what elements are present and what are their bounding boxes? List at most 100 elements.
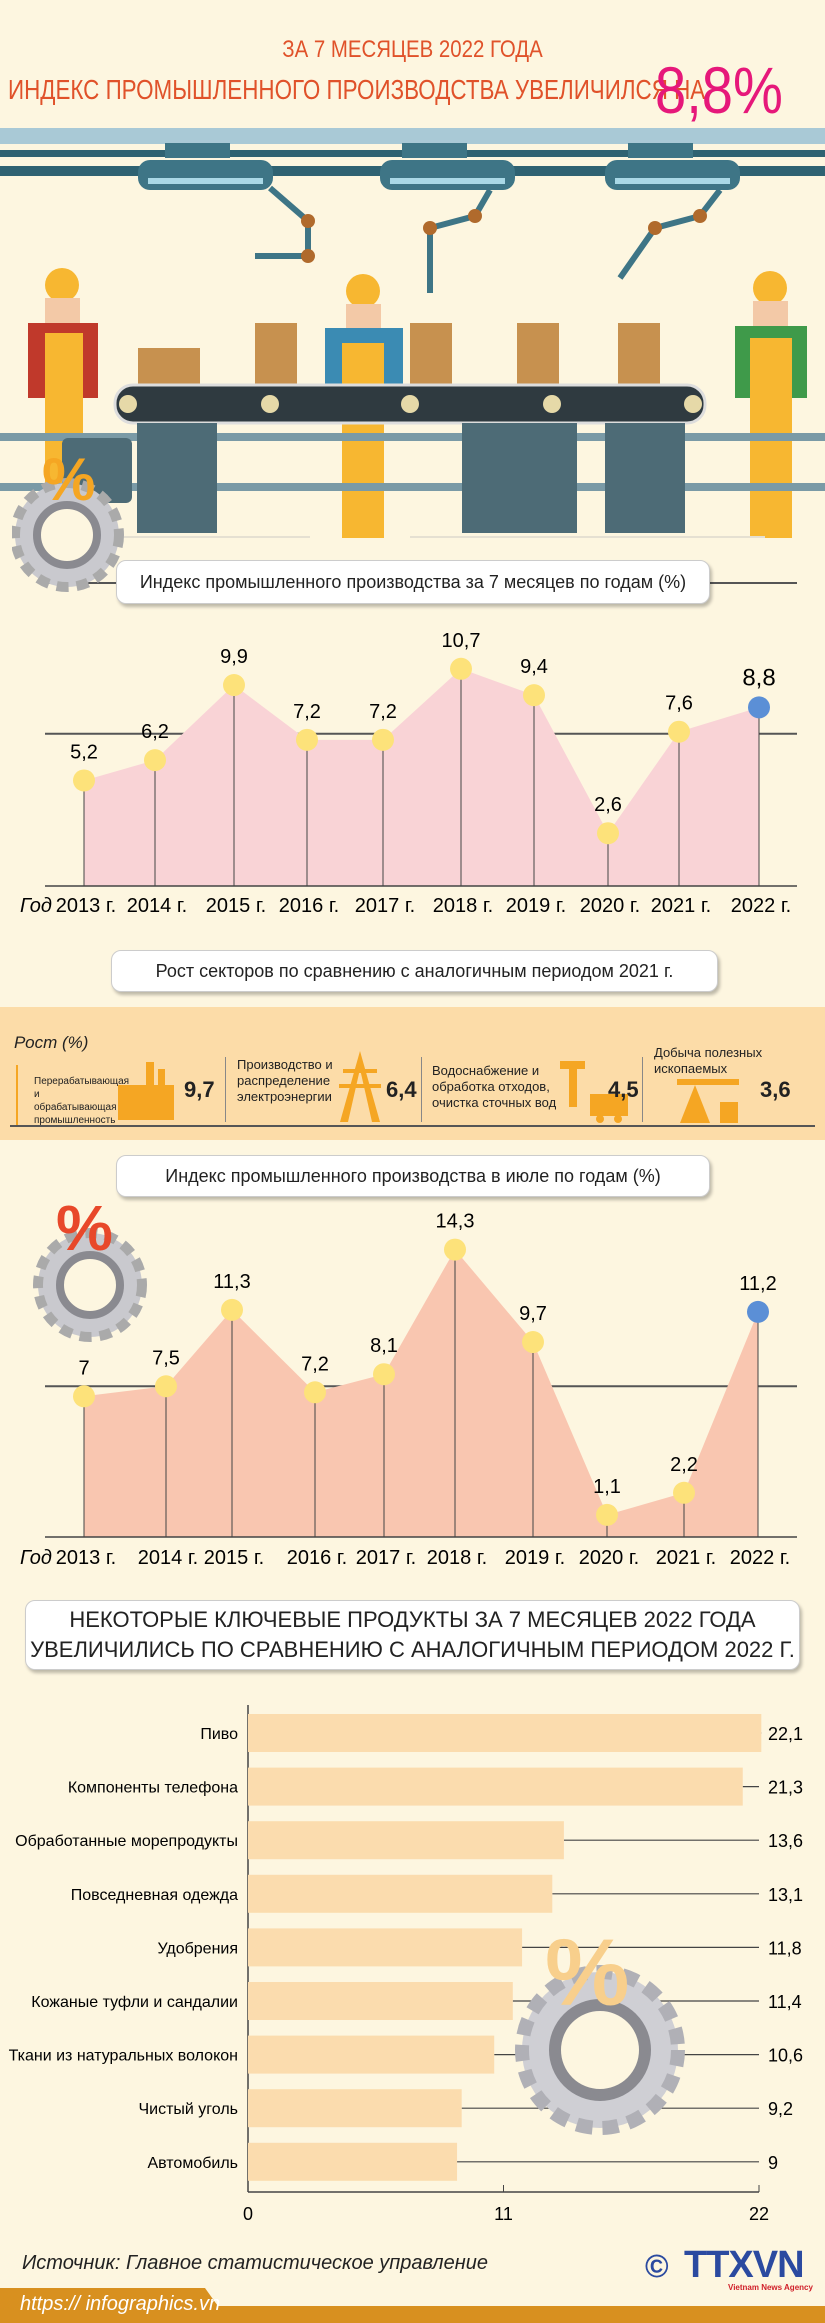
x-tick-label: 2019 г. [505, 1547, 565, 1569]
gear-percent-icon: % [33, 1192, 147, 1342]
bar-category-label: Пиво [200, 1726, 238, 1743]
copyright-icon: © [645, 2248, 669, 2284]
x-tick-label: 2018 г. [427, 1547, 487, 1569]
x-tick-label: 2022 г. [730, 1547, 790, 1569]
x-tick-label: 2018 г. [433, 895, 493, 917]
bar [248, 1874, 553, 1913]
bar [248, 2089, 462, 2128]
header-line1: ЗА 7 МЕСЯЦЕВ 2022 ГОДА [282, 36, 543, 63]
x-tick-label: 2013 г. [56, 895, 116, 917]
data-point [523, 684, 545, 707]
data-label: 9,7 [519, 1303, 547, 1325]
data-point [444, 1238, 466, 1261]
chart2-title: Индекс промышленного производства в июле… [116, 1155, 710, 1197]
bar-value-label: 13,6 [768, 1831, 803, 1851]
x-tick-label: 2019 г. [506, 895, 566, 917]
x-tick-label: 2020 г. [579, 1547, 639, 1569]
area-fill [84, 1249, 758, 1537]
data-point [522, 1331, 544, 1354]
chart1-title: Индекс промышленного производства за 7 м… [116, 560, 710, 604]
data-label: 7 [78, 1357, 89, 1379]
robot-arm-icon [138, 143, 740, 190]
data-label: 7,2 [293, 701, 321, 723]
data-point [748, 696, 770, 719]
svg-text:%: % [56, 1192, 113, 1264]
x-tick-label: 2022 г. [731, 895, 791, 917]
data-label: 7,5 [152, 1347, 180, 1369]
x-tick-label: 2017 г. [356, 1547, 416, 1569]
footer-tab [0, 2288, 230, 2323]
bar [248, 1928, 523, 1967]
data-point [73, 1385, 95, 1408]
x-tick-label: 2017 г. [355, 895, 415, 917]
ttxvn-logo: TTXVN [684, 2244, 805, 2286]
data-point [596, 1503, 618, 1526]
bar-value-label: 22,1 [768, 1724, 803, 1744]
sector-label: Водоснабжение и обработка отходов, очист… [432, 1063, 557, 1110]
bar-value-label: 11,8 [768, 1938, 802, 1958]
data-label: 9,9 [220, 646, 248, 668]
data-point [372, 728, 394, 751]
bar-category-label: Удобрения [157, 1940, 238, 1957]
bar-category-label: Кожаные туфли и сандалии [31, 1994, 238, 2011]
bar-chart-title-line1: НЕКОТОРЫЕ КЛЮЧЕВЫЕ ПРОДУКТЫ ЗА 7 МЕСЯЦЕВ… [69, 1607, 756, 1632]
factory-illustration [0, 128, 825, 538]
header-highlight: 8,8% [655, 53, 783, 127]
x-axis-label: Год [20, 895, 52, 917]
gear-percent-icon: % [12, 446, 124, 592]
data-label: 6,2 [141, 721, 169, 743]
data-point [373, 1363, 395, 1386]
sector-label: Перерабатывающая и обрабатывающая промыш… [34, 1076, 130, 1126]
sector-label: Производство и распределение электроэнер… [237, 1057, 333, 1104]
data-point [73, 769, 95, 792]
data-point [747, 1300, 769, 1323]
power-tower-icon [339, 1051, 381, 1122]
bar-category-label: Ткани из натуральных волокон [9, 2048, 238, 2065]
data-point [668, 720, 690, 743]
bar [248, 1714, 762, 1752]
footer-url-link[interactable]: https:// infographics.vn [20, 2293, 221, 2315]
data-point [673, 1481, 695, 1504]
x-tick-label: 2020 г. [580, 895, 640, 917]
faucet-truck-icon [560, 1061, 628, 1123]
sectors-band: Рост (%) Перерабатывающая и обрабатывающ… [0, 1007, 825, 1140]
bar-value-label: 13,1 [768, 1885, 803, 1905]
sectors-axis-label: Рост (%) [14, 1033, 89, 1052]
svg-text:%: % [545, 1920, 629, 2026]
bar-chart: 0 11 22 Пиво 22,1 Компоненты телефона 21,3 Обра… [9, 1705, 803, 2224]
factory-icon [118, 1062, 174, 1120]
area-fill [84, 668, 759, 886]
x-axis-label: Год [20, 1547, 52, 1569]
chart1-area-chart: 5,2 2013 г. 6,2 2014 г. 9,9 2015 г. 7,2 2016 г.… [20, 630, 797, 917]
bar-category-label: Обработанные морепродукты [15, 1833, 238, 1850]
data-label: 9,4 [520, 656, 548, 678]
sector-value: 9,7 [184, 1077, 215, 1102]
x-tick-label: 2016 г. [279, 895, 339, 917]
chart2-area-chart: 7 2013 г. 7,5 2014 г. 11,3 2015 г. 7,2 2016 г. 8… [20, 1211, 797, 1569]
bar-category-label: Автомобиль [147, 2155, 238, 2172]
data-point [450, 657, 472, 680]
x-tick-label: 2021 г. [656, 1547, 716, 1569]
data-label: 8,8 [742, 664, 775, 691]
data-point [155, 1375, 177, 1398]
data-label: 14,3 [436, 1211, 475, 1233]
x-tick-label: 0 [243, 2204, 253, 2224]
sector-value: 3,6 [760, 1077, 791, 1102]
bar [248, 1982, 513, 2020]
bar [248, 2142, 458, 2181]
x-tick-label: 2013 г. [56, 1547, 116, 1569]
data-point [304, 1381, 326, 1404]
data-label: 7,6 [665, 693, 693, 715]
bar-category-label: Повседневная одежда [71, 1887, 238, 1904]
x-tick-label: 11 [494, 2204, 513, 2224]
x-tick-label: 2014 г. [127, 895, 187, 917]
data-label: 7,2 [369, 701, 397, 723]
data-label: 11,2 [739, 1273, 776, 1295]
sectors-baseline [10, 1125, 815, 1127]
bar [248, 1767, 743, 1806]
data-label: 10,7 [442, 630, 481, 652]
arrow-up-icon [16, 1065, 18, 1127]
sector-value: 6,4 [386, 1077, 417, 1102]
x-tick-label: 2021 г. [651, 895, 711, 917]
data-label: 7,2 [301, 1353, 329, 1375]
